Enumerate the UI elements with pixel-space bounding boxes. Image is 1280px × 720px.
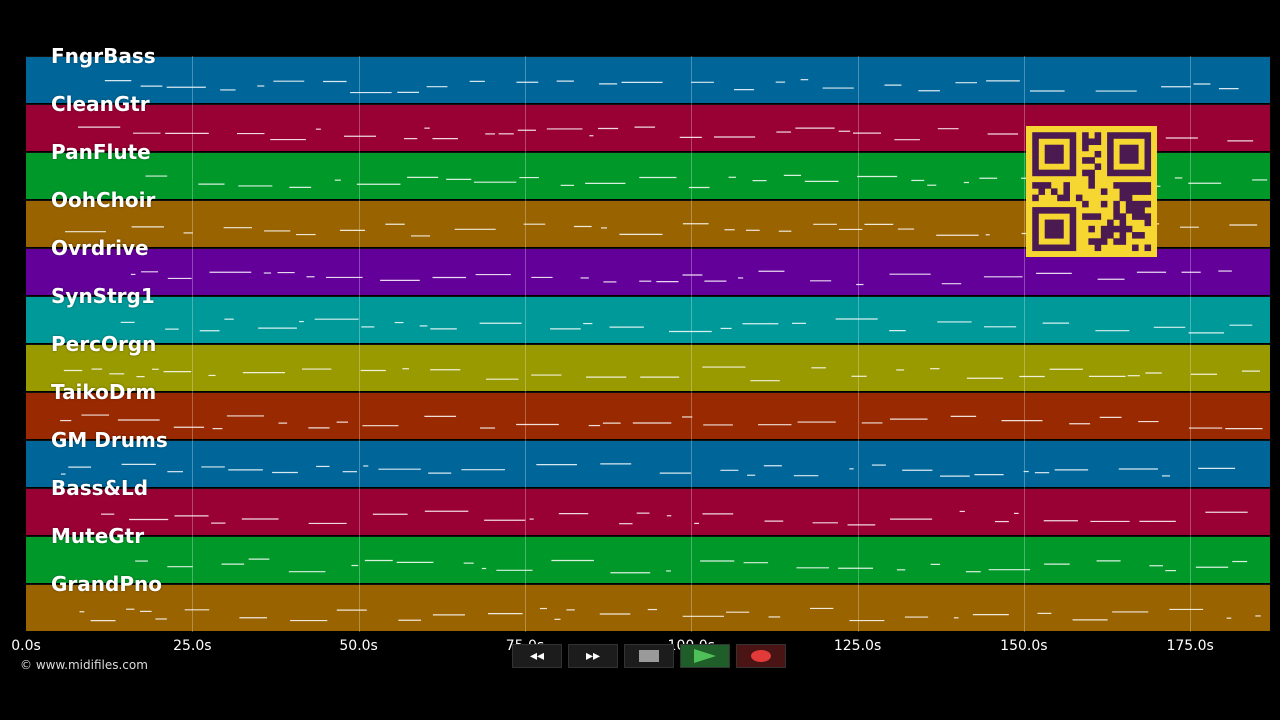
- track-label: GrandPno: [51, 572, 162, 596]
- track-lane[interactable]: [26, 440, 1270, 487]
- rewind-button[interactable]: ◂◂: [512, 644, 562, 668]
- stop-icon: [639, 650, 659, 662]
- transport-controls: ◂◂ ▸▸: [512, 644, 786, 670]
- track-label: SynStrg1: [51, 284, 155, 308]
- record-button[interactable]: [736, 644, 786, 668]
- copyright-text: © www.midifiles.com: [20, 658, 148, 672]
- fast-forward-button[interactable]: ▸▸: [568, 644, 618, 668]
- time-tick-label: 25.0s: [173, 638, 212, 654]
- track-label: MuteGtr: [51, 524, 145, 548]
- time-tick-label: 0.0s: [11, 638, 41, 654]
- qr-code: [1026, 126, 1157, 257]
- track-label: GM Drums: [51, 428, 168, 452]
- track-lane[interactable]: [26, 56, 1270, 103]
- rewind-icon: ◂◂: [529, 648, 545, 664]
- track-lane[interactable]: [26, 584, 1270, 631]
- track-label: PanFlute: [51, 140, 151, 164]
- track-lane[interactable]: [26, 536, 1270, 583]
- play-button[interactable]: [680, 644, 730, 668]
- fast-forward-icon: ▸▸: [585, 648, 601, 664]
- track-lane[interactable]: [26, 488, 1270, 535]
- stop-button[interactable]: [624, 644, 674, 668]
- play-icon: [694, 649, 716, 663]
- time-tick-label: 175.0s: [1166, 638, 1214, 654]
- track-label: PercOrgn: [51, 332, 157, 356]
- time-tick-label: 125.0s: [833, 638, 882, 654]
- track-label: Bass&Ld: [51, 476, 149, 500]
- time-tick-label: 150.0s: [1000, 638, 1048, 654]
- time-axis: 0.0s25.0s50.0s75.0s100.0s125.0s150.0s175…: [0, 638, 1280, 658]
- record-icon: [751, 650, 771, 662]
- track-lane[interactable]: [26, 344, 1270, 391]
- track-label: CleanGtr: [51, 92, 150, 116]
- track-label: FngrBass: [51, 44, 156, 68]
- track-label: OohChoir: [51, 188, 156, 212]
- track-label: Ovrdrive: [51, 236, 149, 260]
- track-label: TaikoDrm: [51, 380, 157, 404]
- time-tick-label: 50.0s: [339, 638, 378, 654]
